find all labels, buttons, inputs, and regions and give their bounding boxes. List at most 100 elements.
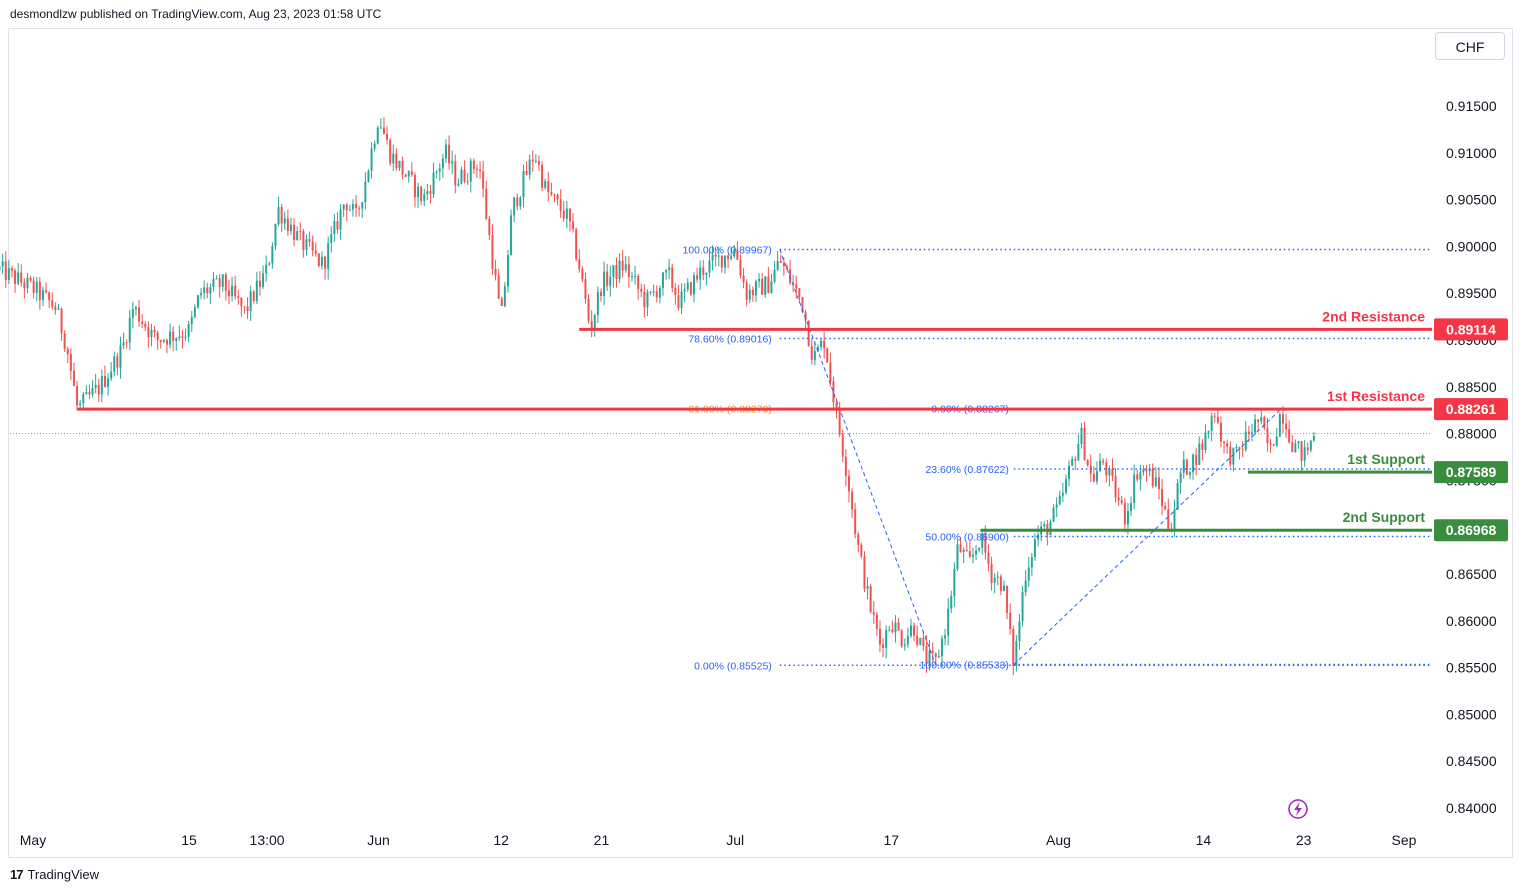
candle-body xyxy=(1210,415,1213,431)
candle-body xyxy=(609,276,612,286)
key-level-price-text: 0.87589 xyxy=(1446,464,1497,480)
candle-body xyxy=(38,281,41,300)
candle-body xyxy=(776,261,779,270)
currency-button[interactable]: CHF xyxy=(1435,32,1505,60)
candle-body xyxy=(779,261,782,263)
candle-body xyxy=(209,287,212,294)
candle-body xyxy=(479,169,482,172)
candle-body xyxy=(255,280,258,302)
candle-body xyxy=(131,309,134,318)
candle-body xyxy=(249,291,252,312)
lightning-icon xyxy=(1288,799,1308,819)
candle-body xyxy=(782,262,785,267)
candle-body xyxy=(1285,423,1288,430)
candle-body xyxy=(1052,507,1055,522)
candle-body xyxy=(246,306,249,312)
candle-body xyxy=(1126,511,1129,525)
key-level-price-text: 0.89114 xyxy=(1446,321,1496,337)
candle-body xyxy=(1263,417,1266,429)
candle-body xyxy=(299,231,302,233)
candle-body xyxy=(1185,459,1188,475)
candle-body xyxy=(637,275,640,289)
candle-body xyxy=(922,637,925,647)
candle-body xyxy=(702,267,705,275)
candle-body xyxy=(1151,468,1154,487)
candle-body xyxy=(1254,419,1257,433)
fib-1-level-label: 78.60% (0.89016) xyxy=(688,334,771,346)
candle-body xyxy=(60,308,63,334)
x-tick-label: Jul xyxy=(726,832,744,848)
candle-body xyxy=(823,340,826,349)
candle-body xyxy=(110,371,113,379)
chart-frame xyxy=(8,28,1513,858)
candle-body xyxy=(1033,539,1036,558)
candle-body xyxy=(1198,443,1201,465)
candle-body xyxy=(457,183,460,186)
x-tick-label: Sep xyxy=(1392,832,1417,848)
candle-body xyxy=(652,291,655,293)
candle-body xyxy=(1064,479,1067,493)
candle-body xyxy=(733,249,736,257)
candle-body xyxy=(386,133,389,140)
candle-body xyxy=(1055,504,1058,508)
candle-body xyxy=(274,224,277,247)
candle-body xyxy=(1074,459,1077,461)
key-level-price-tag xyxy=(1434,318,1508,341)
candle-body xyxy=(1294,443,1297,453)
key-level-price-text: 0.88261 xyxy=(1446,401,1497,417)
candle-body xyxy=(178,336,181,339)
candle-body xyxy=(482,171,485,189)
candle-body xyxy=(581,268,584,280)
candle-body xyxy=(122,342,125,346)
candle-body xyxy=(432,172,435,194)
candle-body xyxy=(556,194,559,200)
candle-body xyxy=(723,255,726,268)
candle-body xyxy=(634,275,637,277)
candle-body xyxy=(460,169,463,184)
candle-body xyxy=(1260,417,1263,422)
candle-body xyxy=(519,197,522,207)
candle-body xyxy=(801,297,804,313)
candle-body xyxy=(1145,469,1148,472)
candle-body xyxy=(655,291,658,298)
key-level-label: 2nd Support xyxy=(1343,509,1426,525)
candle-body xyxy=(1133,474,1136,504)
candle-body xyxy=(435,171,438,173)
candle-body xyxy=(587,298,590,321)
candle-body xyxy=(727,255,730,260)
candle-body xyxy=(1247,431,1250,435)
candle-body xyxy=(243,306,246,308)
candle-body xyxy=(1071,459,1074,466)
candle-body xyxy=(1235,447,1238,449)
candle-body xyxy=(1306,447,1309,451)
candle-body xyxy=(841,434,844,457)
candle-body xyxy=(376,127,379,144)
candle-body xyxy=(314,250,317,254)
fib-1-level-label: 100.00% (0.89967) xyxy=(682,244,771,256)
candle-body xyxy=(971,554,974,557)
candle-body xyxy=(897,622,900,631)
y-tick-label: 0.85500 xyxy=(1446,660,1497,676)
candle-body xyxy=(630,276,633,278)
candle-body xyxy=(689,282,692,295)
candle-body xyxy=(795,284,798,289)
candle-body xyxy=(407,171,410,177)
candle-body xyxy=(621,260,624,271)
candle-body xyxy=(1018,621,1021,642)
publisher-line: desmondlzw published on TradingView.com,… xyxy=(10,7,382,21)
candle-body xyxy=(658,287,661,298)
candle-body xyxy=(671,267,674,289)
candle-body xyxy=(1105,462,1108,476)
candle-body xyxy=(640,288,643,292)
candle-body xyxy=(751,289,754,296)
candle-body xyxy=(596,291,599,315)
candle-body xyxy=(627,264,630,277)
fib-2-trendline xyxy=(1013,408,1282,665)
candle-body xyxy=(181,336,184,338)
candle-body xyxy=(537,160,540,165)
candle-body xyxy=(742,275,745,283)
candle-body xyxy=(94,385,97,388)
candle-body xyxy=(224,274,227,291)
candle-body xyxy=(798,288,801,298)
